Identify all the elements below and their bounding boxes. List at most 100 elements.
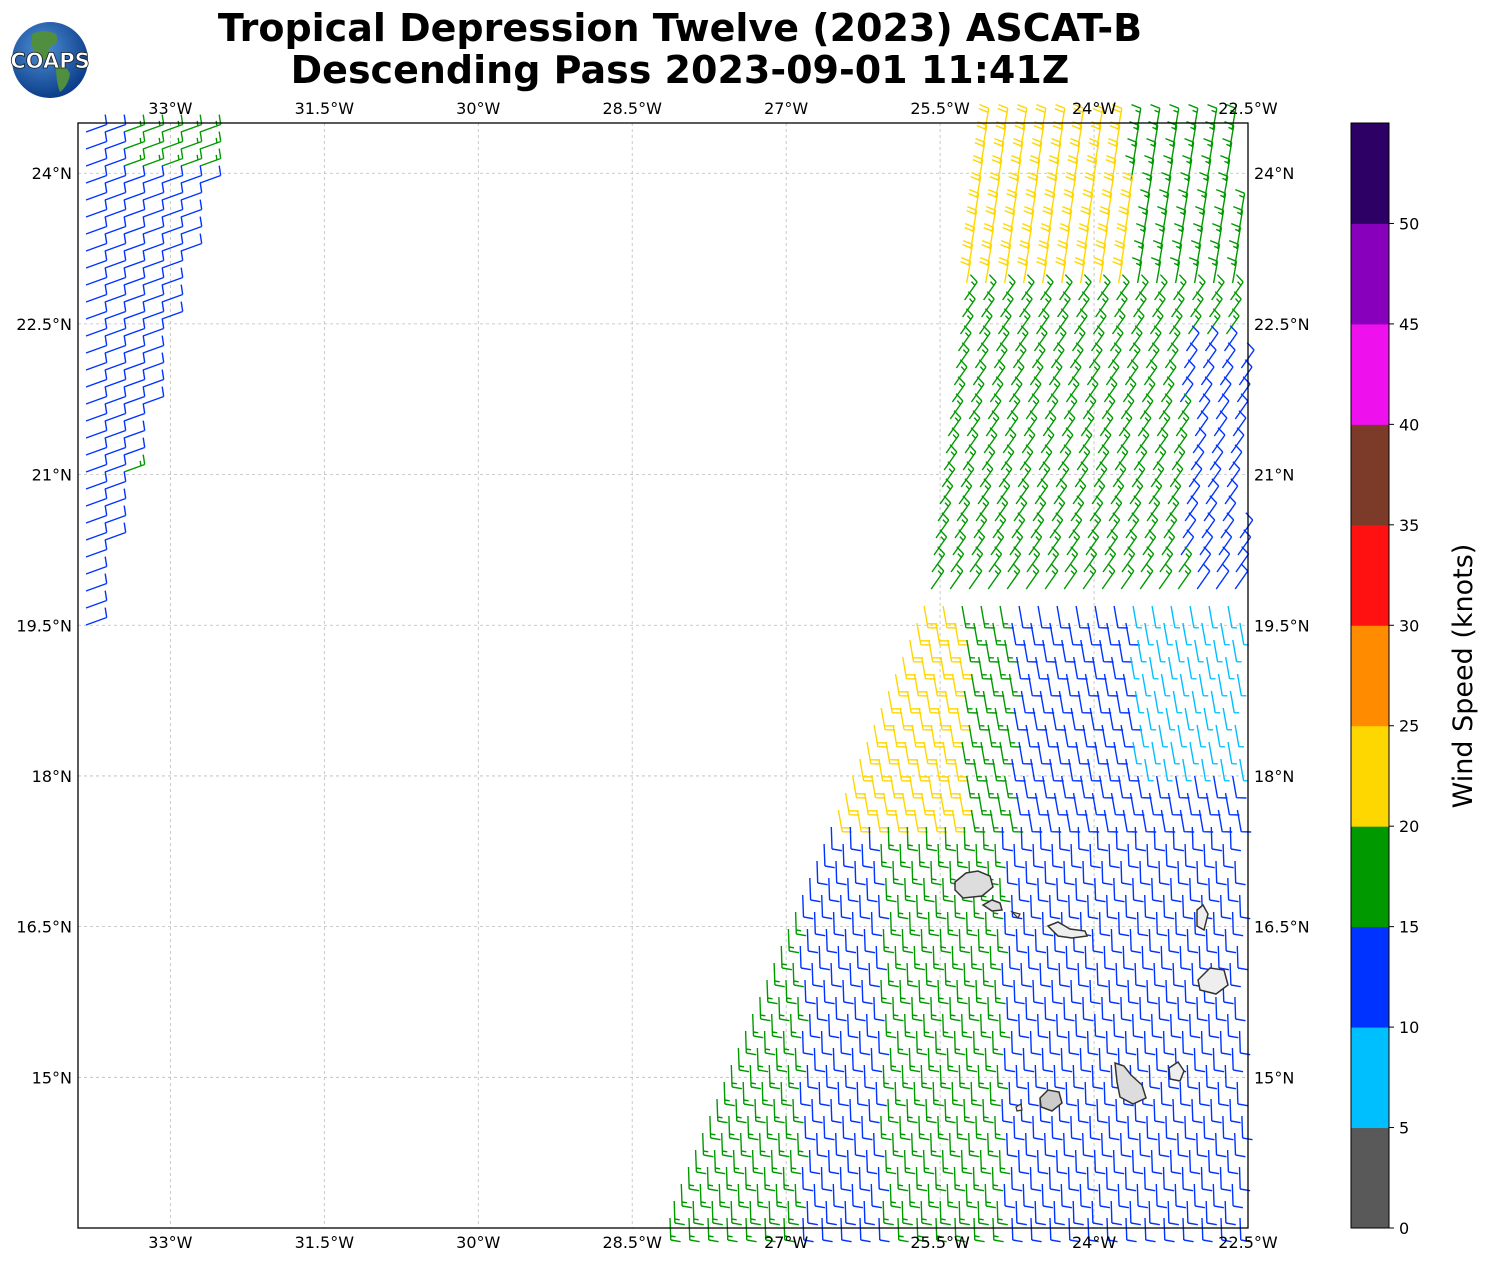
- wind-barb: [972, 1030, 985, 1056]
- wind-barb: [820, 1030, 833, 1056]
- wind-barb: [1117, 911, 1130, 937]
- wind-barb: [1053, 478, 1068, 505]
- wind-barb: [1013, 707, 1029, 731]
- wind-barb: [1203, 1115, 1215, 1141]
- wind-barb: [804, 1115, 816, 1141]
- wind-barb: [1000, 444, 1015, 471]
- wind-barb: [1087, 512, 1102, 539]
- wind-barb: [1008, 376, 1023, 403]
- wind-barb: [104, 522, 127, 541]
- wind-barb: [1240, 342, 1255, 369]
- wind-barb: [1220, 512, 1235, 539]
- wind-barb: [161, 301, 184, 320]
- wind-barb: [816, 1132, 828, 1158]
- wind-barb: [142, 369, 165, 388]
- wind-barb: [856, 1081, 868, 1107]
- wind-barb: [1034, 1200, 1046, 1226]
- wind-barb: [1184, 1115, 1196, 1141]
- wind-barb: [1089, 707, 1105, 731]
- wind-barb: [1177, 996, 1189, 1022]
- wind-barb: [939, 478, 954, 505]
- wind-barb: [1044, 188, 1056, 216]
- wind-barb: [1076, 444, 1091, 471]
- wind-barb: [925, 962, 937, 988]
- wind-barb: [923, 1013, 935, 1039]
- wind-barb: [904, 877, 916, 903]
- wind-barb: [962, 444, 977, 471]
- wind-barb: [1068, 1217, 1080, 1243]
- wind-barb: [1174, 911, 1187, 937]
- wind-barb: [1115, 962, 1127, 988]
- wind-barb: [1184, 137, 1195, 165]
- wind-barb: [968, 1132, 980, 1158]
- wind-barb: [1016, 656, 1031, 680]
- wind-barb: [989, 673, 1005, 697]
- wind-barb: [863, 792, 879, 816]
- wind-barb: [778, 996, 790, 1022]
- wind-barb: [1116, 274, 1130, 301]
- wind-barb: [1121, 546, 1136, 573]
- wind-barb: [1035, 308, 1050, 335]
- wind-barb: [1225, 656, 1235, 680]
- wind-barb: [903, 1149, 916, 1175]
- wind-barb: [1141, 673, 1152, 697]
- coaps-logo: COAPS: [10, 22, 90, 98]
- wind-barb: [85, 454, 108, 473]
- wind-barb: [916, 894, 928, 920]
- wind-barb: [1165, 843, 1177, 869]
- wind-barb: [1136, 222, 1147, 250]
- wind-barb: [1217, 376, 1232, 403]
- wind-barb: [778, 1132, 790, 1158]
- wind-barb: [896, 1166, 909, 1192]
- wind-barb: [1003, 1183, 1016, 1209]
- wind-barb: [840, 894, 852, 920]
- wind-barb: [1220, 894, 1232, 920]
- wind-barb: [1094, 1013, 1106, 1039]
- wind-barb: [1014, 120, 1026, 148]
- wind-barb: [1120, 188, 1132, 216]
- wind-barb: [1167, 792, 1183, 816]
- wind-barb: [1048, 359, 1063, 386]
- wind-barb: [1211, 274, 1225, 301]
- wind-barb: [1082, 860, 1094, 886]
- wind-barb: [892, 860, 904, 886]
- wind-barb: [1126, 342, 1141, 369]
- wind-barb: [85, 590, 108, 609]
- wind-barb: [941, 1149, 954, 1175]
- wind-barbs: [85, 103, 1255, 1243]
- lat-tick-label-left: 16.5°N: [16, 918, 72, 937]
- wind-barb: [1181, 1166, 1194, 1192]
- wind-barb: [906, 826, 919, 852]
- colorbar-swatch: [1351, 826, 1389, 928]
- wind-barb: [1025, 563, 1040, 590]
- wind-barb: [930, 724, 945, 748]
- wind-barb: [968, 724, 983, 748]
- wind-barb: [880, 979, 892, 1005]
- wind-barb: [1238, 1030, 1251, 1056]
- wind-barb: [953, 1030, 966, 1056]
- colorbar-tick-label: 15: [1399, 918, 1419, 937]
- wind-barb: [861, 1115, 873, 1141]
- wind-barb: [1207, 1149, 1220, 1175]
- wind-barb: [1200, 359, 1215, 386]
- wind-barb: [1025, 1132, 1037, 1158]
- wind-barb: [1027, 1081, 1039, 1107]
- wind-barb: [901, 928, 914, 954]
- wind-barb: [1006, 393, 1021, 420]
- wind-barb: [956, 979, 968, 1005]
- wind-barb: [928, 775, 943, 799]
- wind-barb: [892, 724, 907, 748]
- wind-barb: [1148, 1064, 1161, 1090]
- wind-barb: [859, 1217, 871, 1243]
- wind-barb: [882, 1200, 894, 1226]
- wind-barb: [1184, 843, 1196, 869]
- wind-barb: [707, 1217, 719, 1243]
- wind-barb: [951, 673, 967, 697]
- wind-barb: [1010, 1030, 1023, 1056]
- wind-barb: [1025, 724, 1040, 748]
- wind-barb: [797, 1132, 809, 1158]
- wind-barb: [970, 1081, 982, 1107]
- wind-barb: [1234, 563, 1249, 590]
- wind-barb: [1133, 239, 1145, 267]
- wind-barb: [1107, 137, 1119, 165]
